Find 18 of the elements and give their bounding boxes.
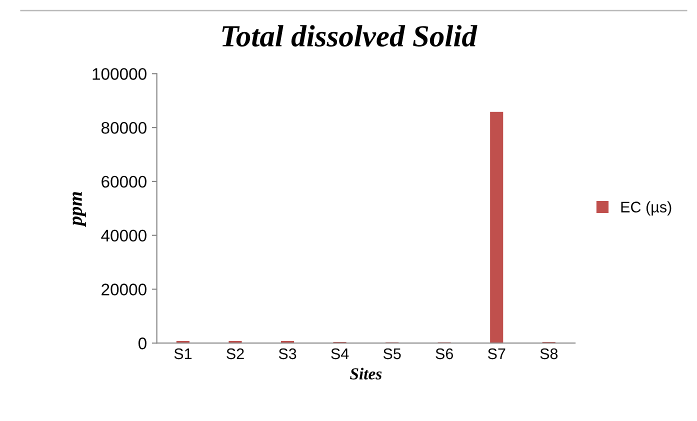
- x-tick-label: S1: [174, 348, 192, 360]
- x-tick-label: S3: [278, 348, 296, 360]
- x-tick-label: S7: [488, 348, 506, 360]
- x-tick-label: S5: [383, 348, 401, 360]
- x-axis-title: Sites: [350, 368, 382, 380]
- legend-label: EC (µs): [621, 201, 672, 216]
- y-tick-label: 20000: [102, 284, 146, 296]
- x-tick-label: S4: [331, 348, 349, 360]
- x-tick-label: S6: [436, 348, 454, 360]
- y-tick-label: 0: [138, 338, 146, 350]
- x-tick-label: S8: [540, 348, 558, 360]
- y-tick-label: 100000: [92, 68, 146, 80]
- y-axis-title: ppm: [72, 192, 86, 228]
- y-tick-label: 40000: [101, 230, 146, 242]
- y-tick-label: 80000: [101, 122, 146, 134]
- x-tick-label: S2: [226, 348, 244, 360]
- y-tick-label: 60000: [102, 176, 146, 188]
- chart-title: Total dissolved Solid: [222, 25, 478, 47]
